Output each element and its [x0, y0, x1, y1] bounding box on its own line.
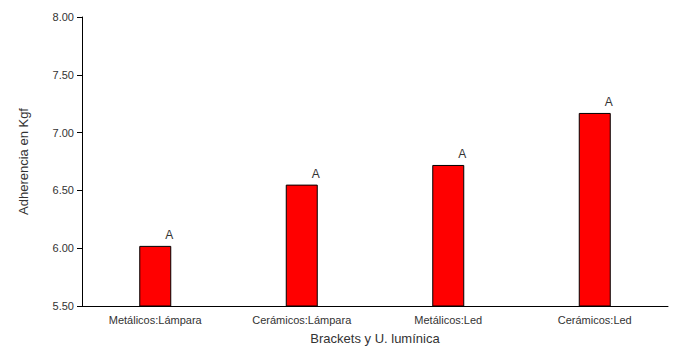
svg-text:7.50: 7.50: [53, 69, 74, 81]
svg-text:A: A: [312, 167, 320, 181]
svg-text:6.50: 6.50: [53, 184, 74, 196]
svg-text:Metálicos:Led: Metálicos:Led: [414, 314, 482, 326]
svg-text:A: A: [605, 95, 613, 109]
svg-text:Adherencia en Kgf: Adherencia en Kgf: [16, 108, 31, 215]
svg-text:Cerámicos:Led: Cerámicos:Led: [558, 314, 632, 326]
svg-text:5.50: 5.50: [53, 300, 74, 312]
svg-text:A: A: [458, 147, 466, 161]
svg-text:6.00: 6.00: [53, 242, 74, 254]
svg-text:8.00: 8.00: [53, 11, 74, 23]
svg-text:Cerámicos:Lámpara: Cerámicos:Lámpara: [252, 314, 352, 326]
svg-text:7.00: 7.00: [53, 127, 74, 139]
svg-text:Metálicos:Lámpara: Metálicos:Lámpara: [109, 314, 203, 326]
svg-text:A: A: [165, 228, 173, 242]
svg-text:Brackets y U. lumínica: Brackets y U. lumínica: [310, 331, 440, 346]
